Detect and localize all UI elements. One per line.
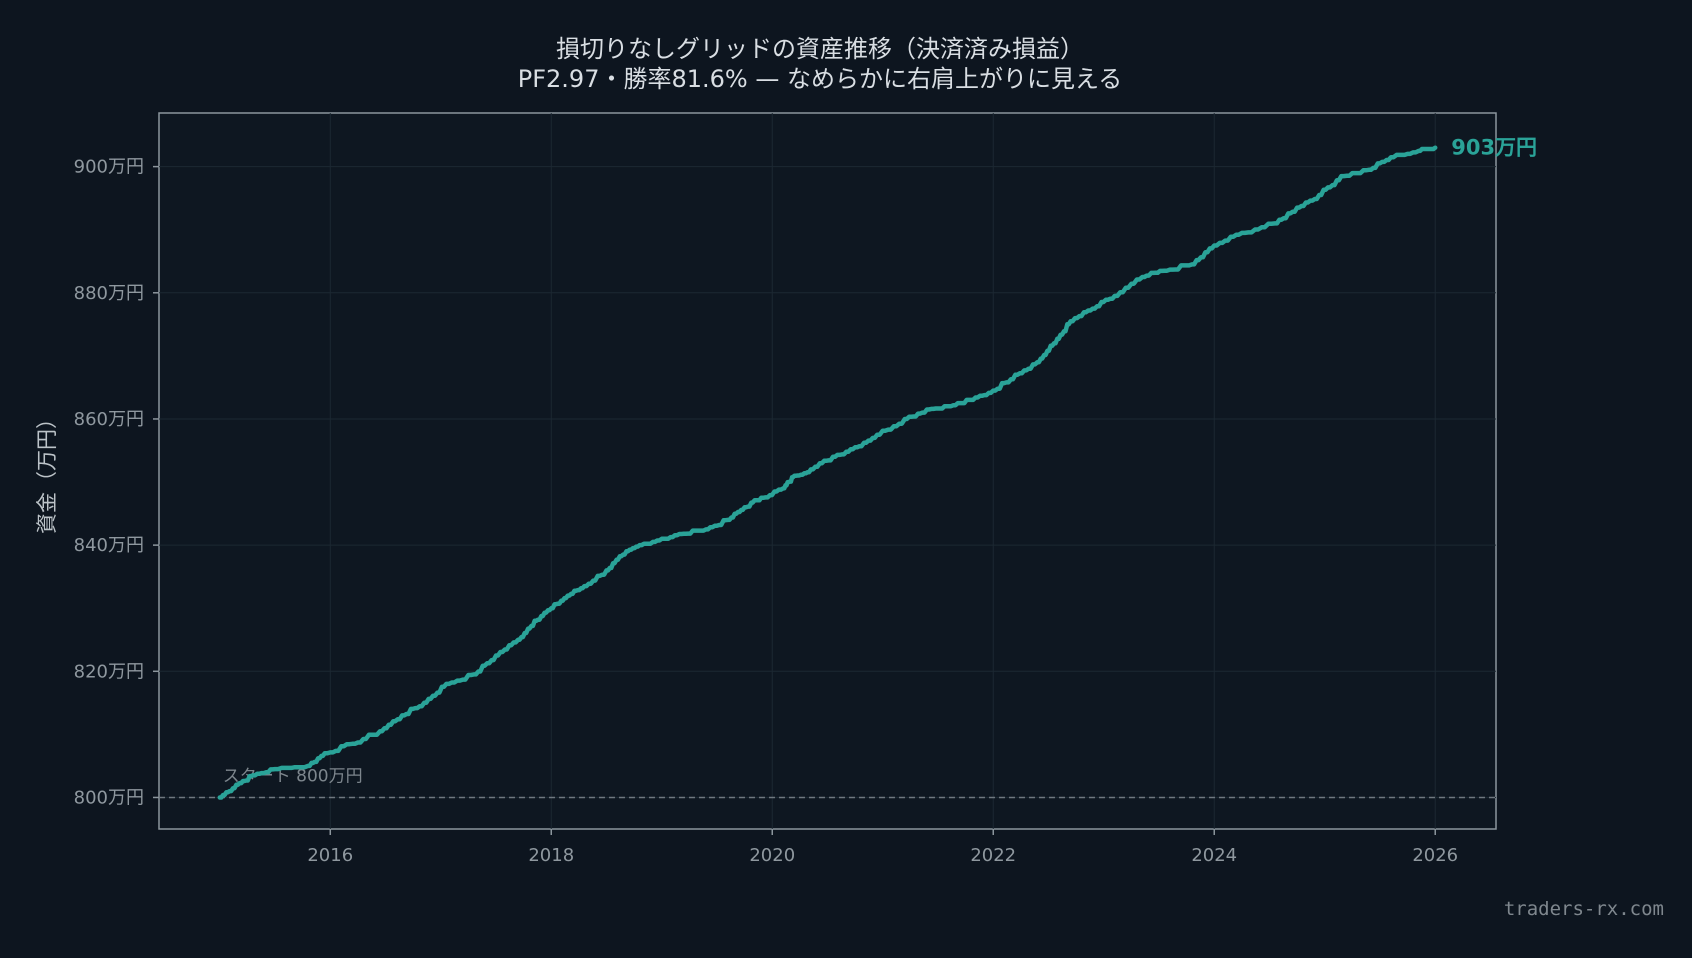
y-tick-label: 860万円 <box>74 409 144 430</box>
x-tick-label: 2020 <box>749 845 795 866</box>
x-tick-label: 2024 <box>1191 845 1237 866</box>
end-value-label: 903万円 <box>1451 136 1537 160</box>
plot-area <box>158 112 1497 830</box>
baseline-label: スタート 800万円 <box>223 766 363 786</box>
y-tick-label: 840万円 <box>74 535 144 556</box>
y-tick-label: 900万円 <box>74 157 144 178</box>
y-tick-label: 820万円 <box>74 661 144 682</box>
y-axis-label: 資金（万円） <box>35 408 59 534</box>
y-tick-label: 800万円 <box>74 787 144 808</box>
y-tick-label: 880万円 <box>74 283 144 304</box>
x-axis: 2016 2018 2020 2022 2024 2026 <box>307 829 1458 866</box>
chart-title: 損切りなしグリッドの資産推移（決済済み損益） <box>556 35 1084 63</box>
equity-series-line <box>217 145 1438 800</box>
chart-subtitle: PF2.97・勝率81.6% — なめらかに右肩上がりに見える <box>518 65 1123 93</box>
x-tick-label: 2018 <box>528 845 574 866</box>
x-tick-label: 2022 <box>970 845 1016 866</box>
x-tick-label: 2016 <box>307 845 353 866</box>
x-tick-label: 2026 <box>1412 845 1458 866</box>
y-axis: 800万円 820万円 840万円 860万円 880万円 900万円 <box>74 157 159 808</box>
watermark: traders-rx.com <box>1503 898 1664 920</box>
